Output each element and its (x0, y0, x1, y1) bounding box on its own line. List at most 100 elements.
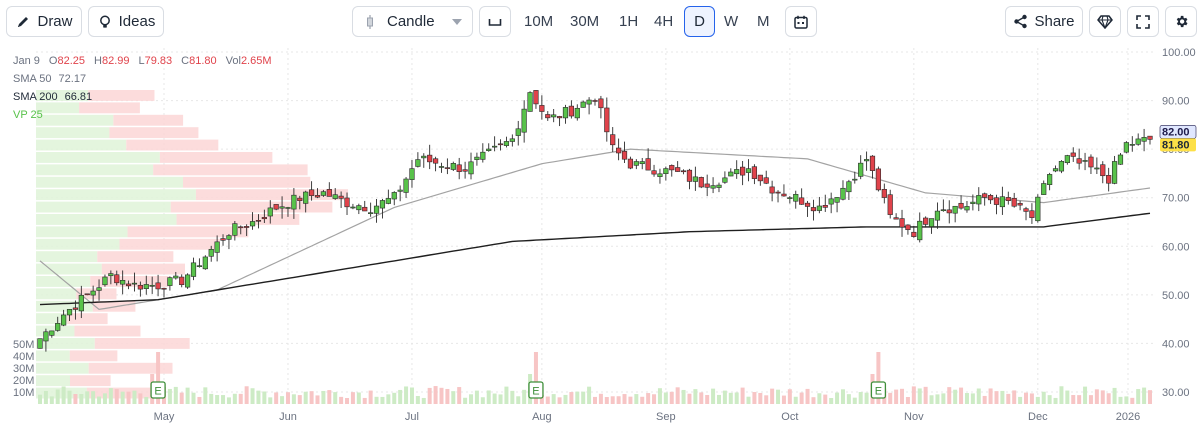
candle-down (875, 168, 882, 191)
volume-bar (776, 389, 781, 404)
candle-down (308, 189, 315, 196)
interval-w[interactable]: W (724, 6, 738, 37)
candle (917, 212, 923, 243)
interval-30m[interactable]: 30M (570, 6, 599, 37)
candle-down (244, 226, 250, 228)
volume-bar (929, 395, 934, 404)
date-range-button[interactable] (785, 6, 817, 37)
candle-down (621, 151, 628, 160)
candle-down (427, 154, 433, 163)
candle (692, 166, 698, 191)
candle-down (993, 197, 1000, 205)
candle (905, 224, 911, 235)
diamond-icon (1097, 14, 1113, 29)
candle-up (551, 114, 557, 118)
interval-1h[interactable]: 1H (619, 6, 638, 37)
volume-bar (970, 393, 975, 404)
volume-bar (309, 391, 314, 404)
candle (757, 174, 763, 186)
candle (196, 258, 203, 268)
candle-down (362, 206, 368, 212)
ideas-button[interactable]: Ideas (88, 6, 164, 37)
interval-4h[interactable]: 4H (654, 6, 673, 37)
volume-bar (144, 396, 149, 404)
candle (149, 276, 155, 294)
vp-row[interactable]: VP 25 (13, 106, 281, 124)
candle (303, 190, 309, 213)
legend-volume-value: 2.65M (240, 55, 272, 67)
candle (492, 136, 498, 152)
time-axis-label: Sep (656, 411, 676, 423)
candle (556, 115, 563, 127)
vp-up-bar (36, 300, 93, 312)
vp-down-bar (67, 313, 108, 325)
share-button[interactable]: Share (1005, 6, 1083, 37)
interval-10m[interactable]: 10M (524, 6, 553, 37)
interval-d[interactable]: D (684, 6, 715, 37)
volume-bar (1041, 391, 1046, 404)
candle-down (982, 193, 988, 198)
candle-up (840, 187, 846, 200)
draw-button[interactable]: Draw (6, 6, 82, 37)
earnings-label: E (532, 386, 539, 398)
sma50-label: SMA 50 (13, 73, 52, 85)
volume-tick-label: 40M (13, 351, 34, 363)
vp-down-bar (176, 214, 300, 225)
candle-down (1023, 208, 1029, 212)
candle (893, 213, 899, 220)
interval-m[interactable]: M (757, 6, 770, 37)
candle-down (444, 167, 450, 169)
chart-type-select[interactable]: Candle (352, 6, 473, 37)
candle (143, 275, 149, 295)
sma50-row[interactable]: SMA 50 72.17 (13, 70, 281, 88)
volume-bar (1148, 390, 1152, 404)
last-price-label: 82.00 (1162, 126, 1190, 138)
candle (1023, 206, 1029, 221)
vp-up-bar (36, 387, 87, 399)
candle-up (734, 169, 740, 175)
volume-bar (610, 396, 615, 404)
earnings-label: E (875, 386, 882, 398)
price-tick-label: 30.00 (1162, 387, 1190, 399)
vp-up-bar (36, 114, 114, 126)
candle-down (680, 170, 687, 173)
range-selector-button[interactable] (479, 6, 511, 37)
volume-bar (687, 393, 692, 404)
premium-button[interactable] (1089, 6, 1121, 37)
volume-bar (646, 393, 651, 404)
candle (1011, 192, 1017, 208)
volume-bar (291, 394, 296, 404)
candle-up (131, 282, 138, 285)
settings-button[interactable] (1165, 6, 1197, 37)
volume-bar (415, 395, 420, 404)
candle-down (539, 105, 545, 112)
candle-up (745, 168, 752, 173)
candle (1129, 136, 1135, 152)
volume-bar (1077, 395, 1082, 404)
candle-up (1064, 155, 1070, 164)
candle (421, 153, 427, 168)
candle-up (970, 201, 976, 204)
candle-down (675, 167, 681, 172)
volume-bar (510, 390, 515, 404)
candle-up (421, 155, 427, 159)
candle-up (692, 176, 698, 182)
earnings-box (528, 381, 544, 399)
volume-bar (557, 397, 562, 404)
candle-down (905, 224, 911, 231)
volume-bar (740, 387, 745, 404)
candle-up (190, 262, 197, 277)
sma200-row[interactable]: SMA 200 66.81 (13, 88, 281, 106)
price-chart[interactable]: EEE 100.0090.0080.0070.0060.0050.0040.00… (0, 44, 1200, 433)
candle-up (320, 191, 327, 196)
volume-bar (398, 389, 403, 404)
pencil-icon (18, 16, 29, 27)
volume-bar (469, 394, 474, 404)
volume-bar (114, 389, 119, 404)
volume-bar (380, 396, 385, 404)
candle-down (887, 194, 893, 215)
fullscreen-button[interactable] (1127, 6, 1159, 37)
draw-label: Draw (37, 13, 73, 30)
candle (1017, 200, 1023, 211)
candle (964, 200, 970, 213)
